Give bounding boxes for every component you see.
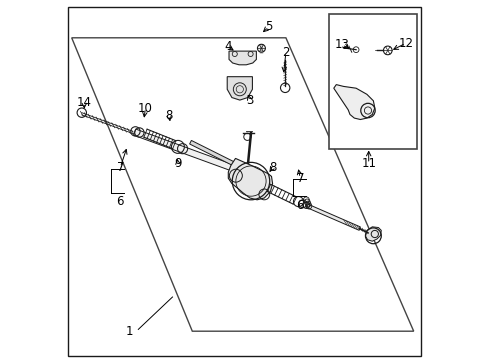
Polygon shape bbox=[228, 51, 256, 65]
Text: 4: 4 bbox=[224, 40, 232, 53]
Text: 12: 12 bbox=[397, 37, 412, 50]
Text: 2: 2 bbox=[282, 46, 289, 59]
Polygon shape bbox=[133, 129, 260, 180]
Polygon shape bbox=[228, 158, 272, 200]
Text: 6: 6 bbox=[116, 195, 124, 208]
Polygon shape bbox=[306, 204, 360, 230]
Text: 7: 7 bbox=[116, 161, 124, 174]
Bar bbox=[328, 14, 416, 149]
Text: 9: 9 bbox=[174, 157, 181, 170]
Text: 3: 3 bbox=[246, 94, 253, 107]
Text: 5: 5 bbox=[264, 21, 272, 33]
Text: 1: 1 bbox=[125, 325, 133, 338]
Text: 13: 13 bbox=[334, 39, 348, 51]
Text: 10: 10 bbox=[138, 102, 153, 114]
Text: 6: 6 bbox=[296, 199, 304, 212]
Text: 8: 8 bbox=[268, 161, 276, 174]
Text: 11: 11 bbox=[361, 157, 375, 170]
Polygon shape bbox=[227, 77, 252, 100]
Polygon shape bbox=[365, 227, 381, 241]
Polygon shape bbox=[189, 140, 256, 176]
Polygon shape bbox=[333, 85, 374, 120]
Text: 14: 14 bbox=[77, 96, 92, 109]
Text: 8: 8 bbox=[165, 109, 172, 122]
Text: 7: 7 bbox=[296, 172, 304, 185]
